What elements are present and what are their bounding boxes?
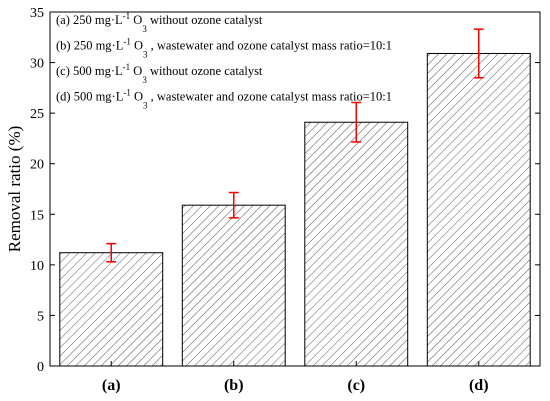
annotation-part: O xyxy=(131,39,143,53)
y-tick-label: 10 xyxy=(30,259,44,274)
bar xyxy=(181,204,286,367)
annotation-part: (a) 250 mg·L xyxy=(56,13,123,27)
annotation-part: -1 xyxy=(123,88,131,98)
annotation-part: 3 xyxy=(143,101,148,111)
y-tick-label: 15 xyxy=(30,208,44,223)
annotation-part: 3 xyxy=(143,50,148,60)
annotation-part: 3 xyxy=(142,24,147,34)
y-tick-label: 0 xyxy=(37,360,44,375)
annotation: (d) 500 mg·L-1 O3 , wastewater and ozone… xyxy=(56,88,392,111)
plot-frame xyxy=(49,11,541,367)
annotation-part: , wastewater and ozone catalyst mass rat… xyxy=(148,90,392,104)
x-tick-label: (c) xyxy=(347,377,365,394)
annotation-part: -1 xyxy=(123,62,131,72)
y-tick-label: 20 xyxy=(30,158,44,173)
annotation-part: 3 xyxy=(142,75,147,85)
x-tick-label: (d) xyxy=(469,377,489,394)
x-tick-label: (b) xyxy=(224,377,244,394)
x-tick-label: (a) xyxy=(102,377,121,394)
annotation: (b) 250 mg·L-1 O3 , wastewater and ozone… xyxy=(56,37,392,60)
annotation: (a) 250 mg·L-1 O3 without ozone catalyst xyxy=(56,11,263,34)
annotation-part: O xyxy=(131,90,143,104)
y-tick-label: 5 xyxy=(37,309,44,324)
annotation-part: O xyxy=(130,13,142,27)
y-tick-label: 35 xyxy=(30,6,44,21)
annotation-part: -1 xyxy=(123,37,131,47)
bar xyxy=(426,52,531,367)
annotation-part: , wastewater and ozone catalyst mass rat… xyxy=(148,39,392,53)
annotation: (c) 500 mg·L-1 O3 without ozone catalyst xyxy=(56,62,263,85)
annotation-part: without ozone catalyst xyxy=(147,64,263,78)
annotation-part: (d) 500 mg·L xyxy=(56,90,123,104)
y-axis-label: Removal ratio (%) xyxy=(5,126,24,253)
bar xyxy=(304,121,409,367)
annotation-part: -1 xyxy=(123,11,131,21)
bar xyxy=(59,252,164,367)
annotation-part: (c) 500 mg·L xyxy=(56,64,123,78)
annotation-part: (b) 250 mg·L xyxy=(56,39,123,53)
y-tick-label: 25 xyxy=(30,107,44,122)
annotation-part: O xyxy=(130,64,142,78)
annotation-part: without ozone catalyst xyxy=(147,13,263,27)
y-tick-label: 30 xyxy=(30,57,44,72)
